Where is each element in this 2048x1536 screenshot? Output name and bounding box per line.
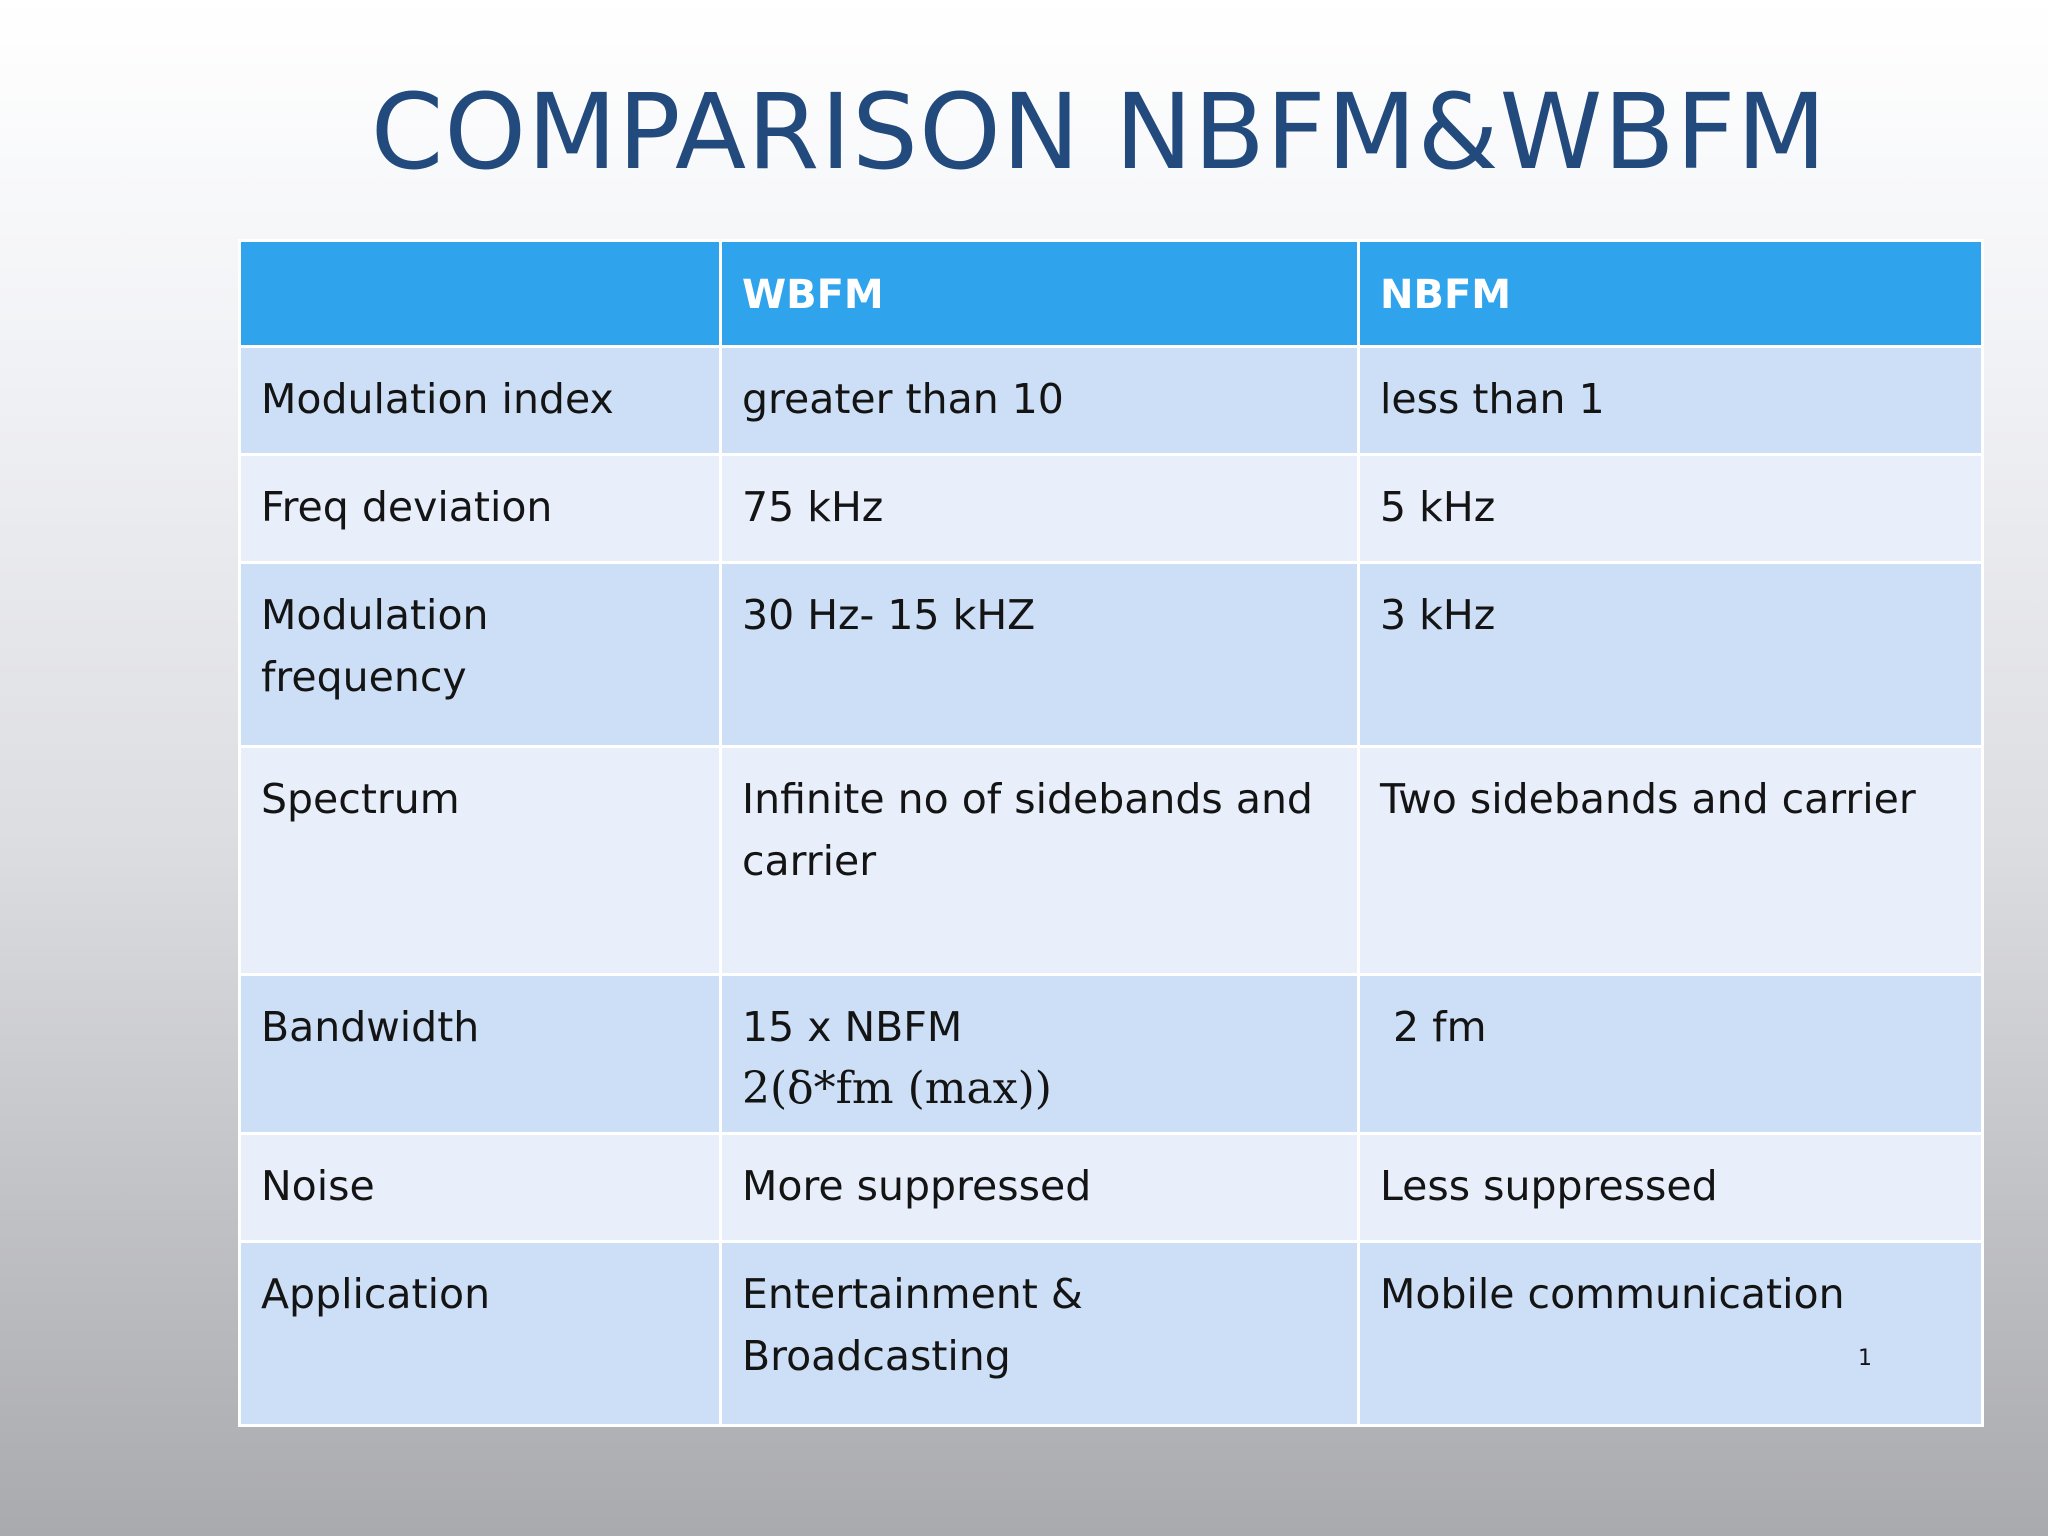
nbfm-cell: Less suppressed — [1357, 1132, 1984, 1243]
table-row: Modulation index greater than 10 less th… — [238, 345, 1984, 456]
wbfm-cell: Entertainment & Broadcasting — [719, 1240, 1360, 1427]
nbfm-cell: Mobile communication — [1357, 1240, 1984, 1427]
row-label: Application — [238, 1240, 722, 1427]
nbfm-cell: 5 kHz — [1357, 453, 1984, 564]
nbfm-cell: less than 1 — [1357, 345, 1984, 456]
header-cell-empty — [238, 239, 722, 348]
table-row: Freq deviation 75 kHz 5 kHz — [238, 453, 1984, 564]
row-label: Modulation frequency — [238, 561, 722, 748]
header-cell-nbfm: NBFM — [1357, 239, 1984, 348]
wbfm-cell: 15 x NBFM 2(δ*fm (max)) — [719, 973, 1360, 1135]
table-header-row: WBFM NBFM — [238, 239, 1984, 348]
wbfm-cell: More suppressed — [719, 1132, 1360, 1243]
row-label: Bandwidth — [238, 973, 722, 1135]
wbfm-cell: 30 Hz- 15 kHZ — [719, 561, 1360, 748]
table-row: Modulation frequency 30 Hz- 15 kHZ 3 kHz — [238, 561, 1984, 748]
wbfm-cell: greater than 10 — [719, 345, 1360, 456]
table-row: Spectrum Infinite no of sidebands and ca… — [238, 745, 1984, 976]
table-row: Application Entertainment & Broadcasting… — [238, 1240, 1984, 1427]
row-label: Spectrum — [238, 745, 722, 976]
slide-number: 1 — [1858, 1346, 1872, 1371]
row-label: Noise — [238, 1132, 722, 1243]
row-label: Modulation index — [238, 345, 722, 456]
nbfm-cell: 2 fm — [1357, 973, 1984, 1135]
bandwidth-formula: 2(δ*fm (max)) — [742, 1063, 1052, 1114]
header-cell-wbfm: WBFM — [719, 239, 1360, 348]
wbfm-bandwidth-text: 15 x NBFM — [742, 1003, 963, 1051]
nbfm-cell: Two sidebands and carrier — [1357, 745, 1984, 976]
table-row: Noise More suppressed Less suppressed — [238, 1132, 1984, 1243]
wbfm-cell: 75 kHz — [719, 453, 1360, 564]
slide-title: COMPARISON NBFM&WBFM — [370, 71, 1828, 193]
nbfm-cell: 3 kHz — [1357, 561, 1984, 748]
comparison-table: WBFM NBFM Modulation index greater than … — [238, 239, 1984, 1427]
wbfm-cell: Infinite no of sidebands and carrier — [719, 745, 1360, 976]
table-row: Bandwidth 15 x NBFM 2(δ*fm (max)) 2 fm — [238, 973, 1984, 1135]
row-label: Freq deviation — [238, 453, 722, 564]
